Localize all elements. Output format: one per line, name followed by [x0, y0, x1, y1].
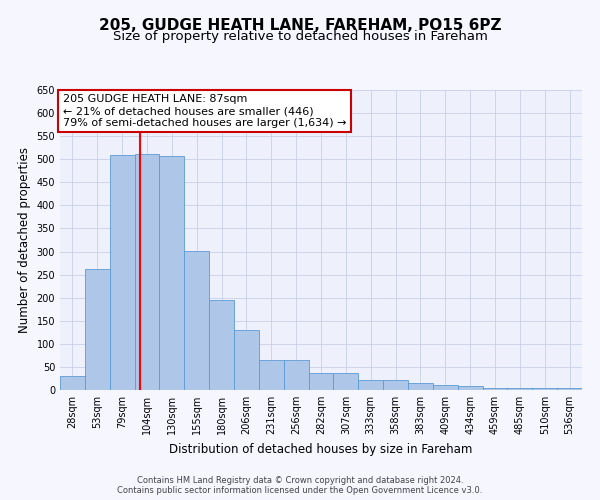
- Bar: [284, 360, 308, 390]
- Bar: [60, 376, 85, 390]
- Bar: [334, 373, 358, 390]
- Text: Contains public sector information licensed under the Open Government Licence v3: Contains public sector information licen…: [118, 486, 482, 495]
- X-axis label: Distribution of detached houses by size in Fareham: Distribution of detached houses by size …: [169, 442, 473, 456]
- Bar: [85, 268, 110, 390]
- Text: 205 GUDGE HEATH LANE: 87sqm
← 21% of detached houses are smaller (446)
79% of se: 205 GUDGE HEATH LANE: 87sqm ← 21% of det…: [62, 94, 346, 128]
- Text: Contains HM Land Registry data © Crown copyright and database right 2024.: Contains HM Land Registry data © Crown c…: [137, 476, 463, 485]
- Bar: [209, 300, 234, 390]
- Bar: [358, 380, 383, 390]
- Text: 205, GUDGE HEATH LANE, FAREHAM, PO15 6PZ: 205, GUDGE HEATH LANE, FAREHAM, PO15 6PZ: [99, 18, 501, 32]
- Bar: [508, 388, 532, 390]
- Bar: [433, 386, 458, 390]
- Bar: [482, 388, 508, 390]
- Bar: [408, 383, 433, 390]
- Bar: [259, 360, 284, 390]
- Bar: [184, 250, 209, 390]
- Bar: [383, 380, 408, 390]
- Bar: [160, 156, 184, 390]
- Bar: [308, 373, 334, 390]
- Bar: [458, 386, 482, 390]
- Bar: [110, 154, 134, 390]
- Bar: [557, 388, 582, 390]
- Bar: [234, 330, 259, 390]
- Y-axis label: Number of detached properties: Number of detached properties: [18, 147, 31, 333]
- Bar: [532, 388, 557, 390]
- Bar: [134, 154, 160, 390]
- Text: Size of property relative to detached houses in Fareham: Size of property relative to detached ho…: [113, 30, 487, 43]
